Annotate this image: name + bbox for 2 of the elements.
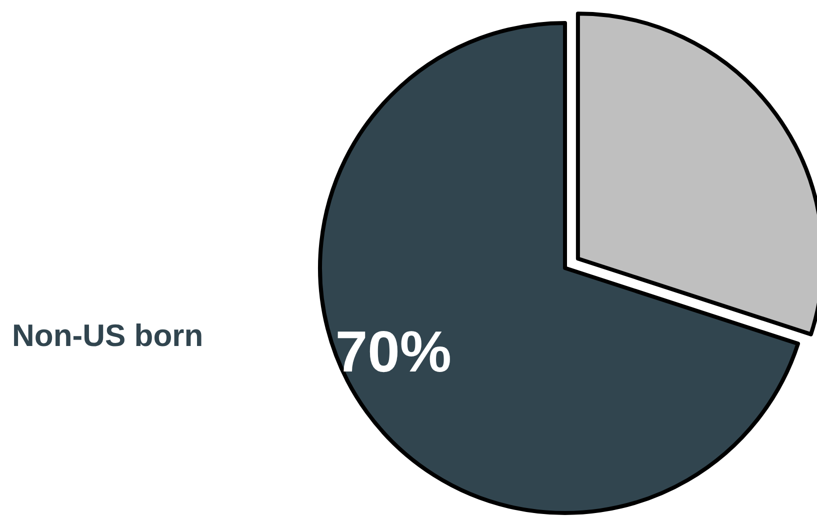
data-label: 70% [335,319,452,384]
slice-label: Non-US born [12,318,204,353]
